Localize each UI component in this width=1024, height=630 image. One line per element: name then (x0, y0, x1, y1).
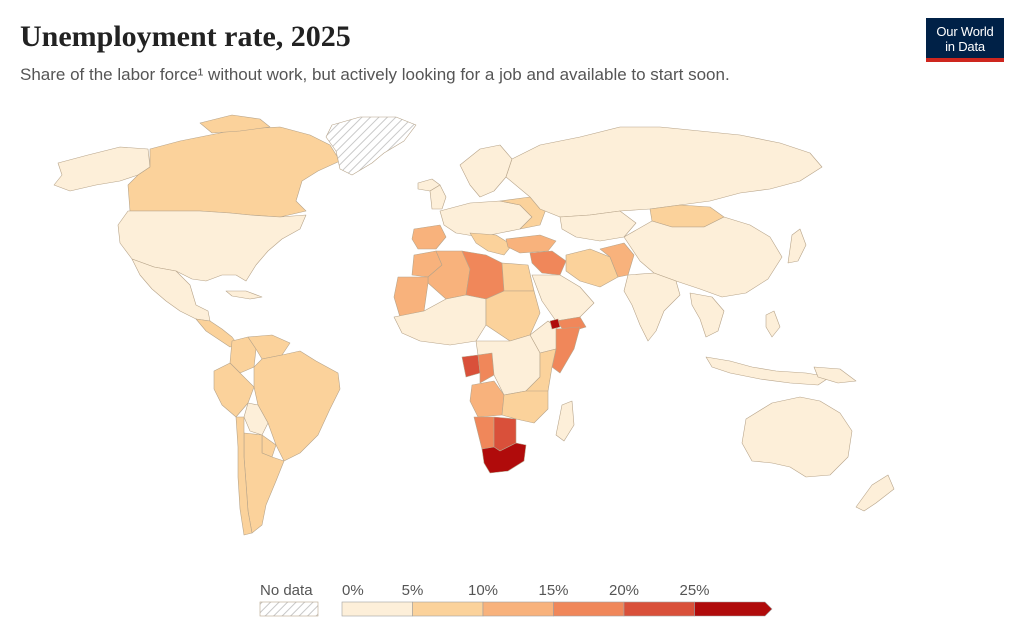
world-map (53, 114, 895, 536)
region-chile[interactable] (235, 416, 253, 536)
region-indonesia[interactable] (705, 356, 831, 386)
legend-tick-0: 0% (342, 582, 364, 599)
legend-tick-labels: 0% 5% 10% 15% 20% 25% (342, 582, 710, 599)
legend-bin-4[interactable] (623, 601, 695, 617)
region-iraq-syria[interactable] (529, 250, 567, 276)
region-spain[interactable] (411, 224, 447, 250)
region-gabon[interactable] (461, 354, 481, 378)
legend-tick-3: 15% (538, 582, 568, 599)
legend-tick-4: 20% (609, 582, 639, 599)
region-congo[interactable] (477, 352, 495, 384)
region-greenland[interactable] (325, 116, 417, 176)
legend-bin-1[interactable] (412, 601, 484, 617)
region-turkey[interactable] (505, 234, 557, 254)
owid-logo[interactable]: Our World in Data (926, 18, 1004, 62)
region-western-europe[interactable] (439, 200, 533, 238)
region-somalia[interactable] (551, 326, 581, 374)
legend-tick-2: 10% (468, 582, 498, 599)
region-sudan-chad[interactable] (485, 290, 541, 342)
legend-no-data-label: No data (260, 582, 313, 599)
region-south-africa[interactable] (481, 442, 527, 474)
legend-bin-3[interactable] (553, 601, 625, 617)
legend-bin-0[interactable] (341, 601, 413, 617)
region-angola[interactable] (469, 380, 505, 418)
chart-title: Unemployment rate, 2025 (20, 20, 351, 53)
region-alaska[interactable] (53, 146, 151, 192)
region-cuba[interactable] (225, 290, 263, 300)
legend-tick-1: 5% (402, 582, 424, 599)
region-philippines[interactable] (765, 310, 781, 338)
logo-line-2: in Data (945, 39, 985, 54)
legend-bin-2[interactable] (482, 601, 554, 617)
chart-subtitle: Share of the labor force¹ without work, … (20, 65, 730, 84)
region-india[interactable] (623, 272, 681, 342)
region-saudi-arabia[interactable] (531, 274, 595, 322)
legend-no-data-swatch[interactable] (259, 601, 319, 617)
legend-bin-5[interactable] (694, 601, 773, 617)
region-iran[interactable] (565, 248, 619, 288)
region-australia[interactable] (741, 396, 853, 478)
region-southern-africa-east[interactable] (501, 390, 549, 424)
legend-color-bins (341, 601, 773, 617)
region-new-guinea[interactable] (813, 366, 857, 384)
region-italy-balkans[interactable] (469, 232, 513, 256)
region-egypt[interactable] (501, 262, 535, 292)
legend: No data 0% 5% 10% 15% 20% 25% (259, 582, 773, 617)
region-southeast-asia[interactable] (689, 292, 725, 338)
region-japan[interactable] (787, 228, 807, 264)
region-madagascar[interactable] (555, 400, 575, 442)
region-brazil[interactable] (253, 350, 341, 462)
region-canada-arctic[interactable] (199, 114, 271, 134)
region-scandinavia[interactable] (459, 144, 513, 198)
region-russia[interactable] (505, 126, 823, 218)
logo-line-1: Our World (936, 24, 994, 39)
region-canada[interactable] (127, 126, 341, 218)
region-uk[interactable] (429, 184, 447, 210)
legend-tick-5: 25% (679, 582, 709, 599)
region-new-zealand[interactable] (855, 474, 895, 512)
region-djibouti[interactable] (549, 318, 561, 330)
region-namibia[interactable] (473, 416, 495, 450)
